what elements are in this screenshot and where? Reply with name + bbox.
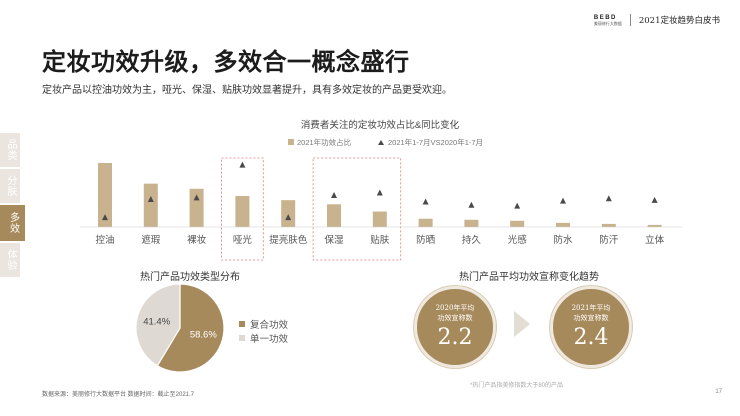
marker-point: [193, 194, 200, 201]
bar: [601, 223, 616, 227]
brand-logo: BEBD 美丽修行大数据: [594, 15, 622, 26]
trend-circle-label: 2021年平均: [571, 304, 611, 313]
marker-point: [102, 214, 108, 221]
marker-point: [239, 161, 246, 168]
pie-legend-label: 复合功效: [250, 320, 289, 331]
trend-circle-2021: 2021年平均 功效宣称数 2.4: [550, 286, 632, 368]
bar-chart-title: 消费者关注的定妆功效占比&同比变化: [301, 119, 460, 131]
brand-header: BEBD 美丽修行大数据 2021定妆趋势白皮书: [594, 14, 720, 26]
x-tick-label: 持久: [462, 234, 482, 246]
marker-point: [331, 191, 337, 198]
marker-point: [422, 198, 429, 205]
bar: [372, 211, 387, 227]
data-source: 数据来源：美丽修行大数据平台 数据时间：截止至2021.7: [42, 392, 195, 398]
x-tick-label: 哑光: [233, 234, 253, 246]
bar: [189, 188, 204, 227]
x-tick-label: 防水: [553, 234, 573, 246]
pie-chart-title: 热门产品功效类型分布: [140, 272, 240, 283]
x-tick-label: 立体: [645, 234, 665, 246]
side-tab-category[interactable]: 品类: [0, 133, 20, 167]
bar: [327, 204, 341, 227]
bar: [235, 196, 250, 227]
pie-legend: 复合功效 单一功效: [239, 317, 288, 345]
legend-label-marker: 2021年1-7月VS2020年1-7月: [388, 137, 483, 147]
trend-circle-value: 2.4: [573, 324, 609, 350]
bar: [418, 218, 433, 227]
brand-logo-text: BEBD: [593, 14, 617, 21]
brand-logo-subtext: 美丽修行大数据: [593, 20, 622, 26]
report-name: 2021定妆趋势白皮书: [638, 16, 720, 26]
x-tick-label: 防晒: [416, 234, 435, 246]
side-tab-experience[interactable]: 体验: [0, 243, 20, 277]
bar: [464, 219, 479, 227]
pie-legend-item: 单一功效: [239, 331, 288, 345]
legend-label-bar: 2021年功效占比: [297, 137, 352, 147]
pie-slice: [156, 283, 225, 373]
x-tick-label: 贴肤: [370, 234, 390, 246]
trend-title: 热门产品平均功效宣称变化趋势: [459, 272, 599, 283]
marker-point: [605, 195, 612, 202]
pie-legend-swatch: [239, 321, 245, 327]
pie-slice: [135, 283, 181, 367]
brand-divider: [629, 14, 631, 26]
marker-point: [285, 214, 292, 221]
trend-circle-label: 2020年平均: [435, 304, 475, 313]
marker-point: [651, 196, 658, 203]
x-tick-label: 提亮肤色: [269, 234, 308, 246]
trend-circle-2020: 2020年平均 功效宣称数 2.2: [414, 286, 496, 368]
trend-circle-label: 功效宣称数: [437, 313, 473, 322]
x-tick-label: 光感: [508, 234, 528, 246]
trend-circle-value: 2.2: [437, 324, 473, 350]
page-title: 定妆功效升级，多效合一概念盛行: [42, 47, 410, 76]
marker-point: [514, 202, 521, 209]
trend-footnote: *热门产品指美修指数大于80的产品: [470, 383, 564, 389]
bar: [556, 222, 570, 227]
bar: [98, 163, 112, 227]
legend-marker-triangle: [378, 140, 384, 145]
pie-legend-swatch: [239, 335, 245, 341]
x-tick-label: 裸妆: [187, 234, 207, 246]
page-subtitle: 定妆产品以控油功效为主，哑光、保湿、贴肤功效显著提升，具有多效定妆的产品更受欢迎…: [42, 85, 452, 96]
side-tab-skin-type[interactable]: 分肤: [0, 169, 20, 203]
side-tab-multi-effect[interactable]: 多效: [0, 205, 25, 241]
highlight-box: [312, 157, 402, 261]
bar: [647, 224, 662, 227]
pie-legend-item: 复合功效: [239, 317, 288, 331]
bar: [510, 220, 525, 227]
highlight-box: [221, 157, 264, 261]
marker-point: [468, 201, 475, 208]
x-tick-label: 防汗: [599, 234, 619, 246]
page-number: 17: [715, 389, 722, 395]
legend-swatch-bar: [288, 139, 294, 145]
pie-slice-label: 41.4%: [143, 317, 170, 328]
x-tick-label: 控油: [95, 234, 114, 246]
x-tick-label: 保湿: [324, 234, 344, 246]
pie-legend-label: 单一功效: [250, 334, 289, 345]
trend-circle-label: 功效宣称数: [573, 313, 609, 322]
marker-point: [147, 196, 154, 203]
bar: [143, 183, 158, 227]
marker-point: [560, 197, 566, 204]
marker-point: [376, 189, 383, 196]
bar: [281, 200, 296, 227]
chevron-right-icon: [514, 311, 530, 337]
pie-slice-label: 58.6%: [190, 329, 217, 340]
x-tick-label: 遮瑕: [141, 234, 161, 246]
side-tabs: 品类 分肤 多效 体验: [0, 133, 25, 279]
